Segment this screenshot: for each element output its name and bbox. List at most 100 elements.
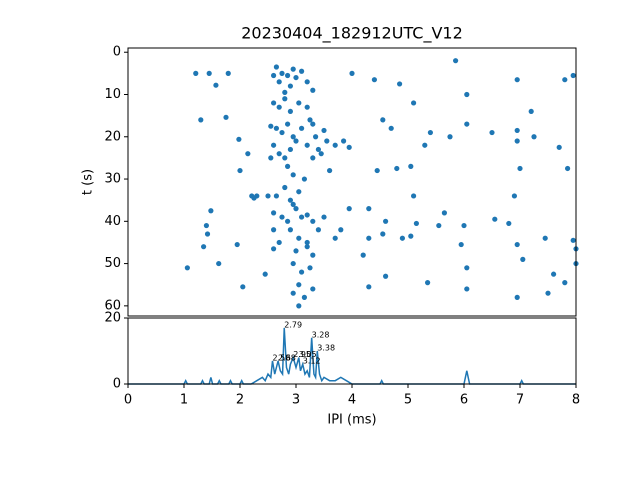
point bbox=[299, 269, 305, 275]
peak-label: 2.79 bbox=[284, 320, 302, 329]
point bbox=[249, 193, 255, 199]
point bbox=[321, 127, 327, 134]
point bbox=[282, 184, 288, 191]
point bbox=[346, 206, 352, 212]
point bbox=[245, 151, 251, 157]
point bbox=[206, 70, 212, 76]
point bbox=[287, 197, 293, 203]
point bbox=[310, 218, 316, 224]
x-tick-label: 6 bbox=[460, 393, 468, 408]
point bbox=[441, 210, 447, 216]
point bbox=[290, 290, 296, 296]
point bbox=[310, 286, 316, 292]
point bbox=[514, 294, 520, 301]
point bbox=[262, 271, 268, 277]
point bbox=[464, 286, 470, 292]
point bbox=[520, 256, 526, 262]
point bbox=[293, 248, 299, 254]
point bbox=[366, 235, 372, 241]
point bbox=[203, 222, 209, 229]
point bbox=[304, 212, 310, 218]
point bbox=[514, 138, 520, 144]
point bbox=[531, 134, 537, 140]
point bbox=[287, 227, 293, 233]
point bbox=[290, 134, 296, 140]
point bbox=[562, 280, 568, 286]
point bbox=[436, 222, 442, 229]
point bbox=[394, 165, 400, 172]
point bbox=[304, 239, 310, 246]
axes-frame bbox=[127, 317, 577, 385]
point bbox=[285, 163, 291, 169]
point bbox=[565, 165, 571, 172]
point bbox=[276, 79, 282, 85]
x-tick-label: 3 bbox=[292, 393, 300, 408]
point bbox=[324, 138, 330, 144]
peak-label: 3.38 bbox=[317, 344, 335, 353]
point bbox=[296, 100, 302, 106]
point bbox=[282, 96, 288, 102]
point bbox=[318, 151, 324, 157]
point bbox=[285, 218, 291, 224]
y-tick-label: 20 bbox=[104, 129, 121, 144]
point bbox=[556, 144, 562, 150]
point bbox=[201, 244, 207, 250]
point bbox=[464, 91, 470, 98]
point bbox=[315, 227, 321, 233]
point bbox=[542, 235, 548, 241]
point bbox=[282, 155, 288, 161]
point bbox=[411, 100, 417, 106]
y-tick-label: 30 bbox=[104, 172, 121, 187]
point bbox=[464, 121, 470, 127]
point bbox=[296, 189, 302, 195]
y-axis-label: t (s) bbox=[81, 169, 96, 195]
point bbox=[293, 206, 299, 212]
point bbox=[285, 72, 291, 79]
point bbox=[282, 89, 288, 95]
peak-label: 3.05 bbox=[299, 350, 317, 359]
point bbox=[514, 77, 520, 83]
point bbox=[570, 237, 576, 243]
point bbox=[290, 172, 296, 178]
point bbox=[528, 108, 534, 115]
point bbox=[366, 284, 372, 290]
chart-title: 20230404_182912UTC_V12 bbox=[241, 24, 463, 44]
point bbox=[338, 227, 344, 233]
point bbox=[422, 142, 428, 148]
point bbox=[447, 134, 453, 140]
point bbox=[301, 294, 307, 301]
point bbox=[321, 214, 327, 220]
point bbox=[304, 244, 310, 250]
point bbox=[296, 282, 302, 288]
point bbox=[184, 265, 190, 271]
point bbox=[296, 235, 302, 241]
point bbox=[551, 271, 557, 277]
point bbox=[310, 87, 316, 93]
point bbox=[380, 231, 386, 237]
y-tick-label: 50 bbox=[104, 256, 121, 271]
point bbox=[425, 280, 431, 286]
point bbox=[304, 142, 310, 148]
y-tick-label: 60 bbox=[104, 298, 121, 313]
point bbox=[511, 193, 517, 199]
point bbox=[290, 260, 296, 267]
y-tick-label: 10 bbox=[104, 87, 121, 102]
point bbox=[240, 284, 246, 290]
point bbox=[213, 82, 219, 88]
point bbox=[290, 66, 296, 72]
point bbox=[380, 117, 386, 123]
point bbox=[514, 127, 520, 134]
point bbox=[332, 235, 338, 241]
point bbox=[271, 210, 277, 216]
point bbox=[489, 129, 495, 136]
point bbox=[237, 167, 243, 174]
point bbox=[562, 77, 568, 83]
point bbox=[315, 146, 321, 153]
point bbox=[223, 114, 229, 120]
point bbox=[276, 151, 282, 157]
y-tick-label: 40 bbox=[104, 214, 121, 229]
point bbox=[271, 142, 277, 148]
point bbox=[383, 273, 389, 279]
point bbox=[307, 117, 313, 123]
